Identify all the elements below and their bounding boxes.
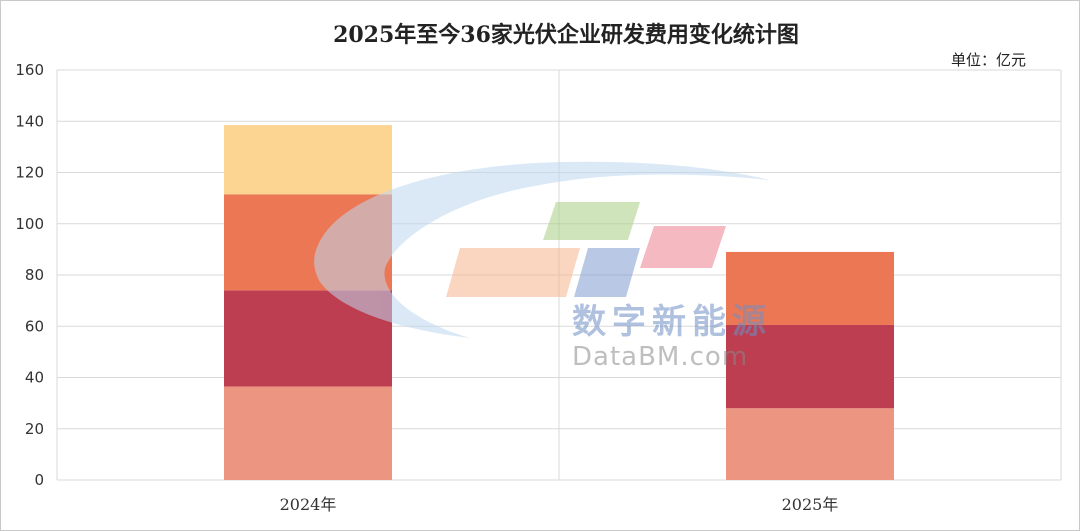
y-tick-label: 140 — [15, 112, 44, 130]
x-tick-label: 2024年 — [280, 495, 337, 514]
watermark-orange-tile — [446, 248, 580, 297]
y-tick-label: 80 — [25, 266, 44, 284]
y-tick-label: 0 — [34, 471, 44, 489]
unit-label: 单位：亿元 — [951, 51, 1026, 69]
bar-segment — [726, 324, 894, 409]
watermark-green-tile — [543, 202, 640, 240]
x-axis-ticks: 2024年 2025年 — [280, 495, 839, 514]
bar-segment — [726, 251, 894, 325]
bar-segment — [726, 408, 894, 480]
y-tick-label: 160 — [15, 61, 44, 79]
watermark-text-cn: 数字新能源 — [572, 302, 772, 342]
chart-title: 2025年至今36家光伏企业研发费用变化统计图 — [333, 22, 799, 48]
y-tick-label: 100 — [15, 215, 44, 233]
watermark-text-en: DataBM.com — [572, 342, 748, 372]
watermark: 数字新能源 DataBM.com — [314, 161, 772, 372]
bar-segment — [224, 125, 392, 195]
y-tick-label: 60 — [25, 317, 44, 335]
x-tick-label: 2025年 — [782, 495, 839, 514]
y-tick-label: 40 — [25, 369, 44, 387]
y-axis-ticks: 0 20 40 60 80 100 120 140 160 — [15, 61, 44, 489]
watermark-pink-tile — [640, 226, 726, 268]
watermark-swoosh — [314, 161, 770, 338]
bar-segment — [224, 386, 392, 480]
watermark-blue-tile — [574, 248, 640, 297]
y-tick-label: 120 — [15, 164, 44, 182]
y-tick-label: 20 — [25, 420, 44, 438]
